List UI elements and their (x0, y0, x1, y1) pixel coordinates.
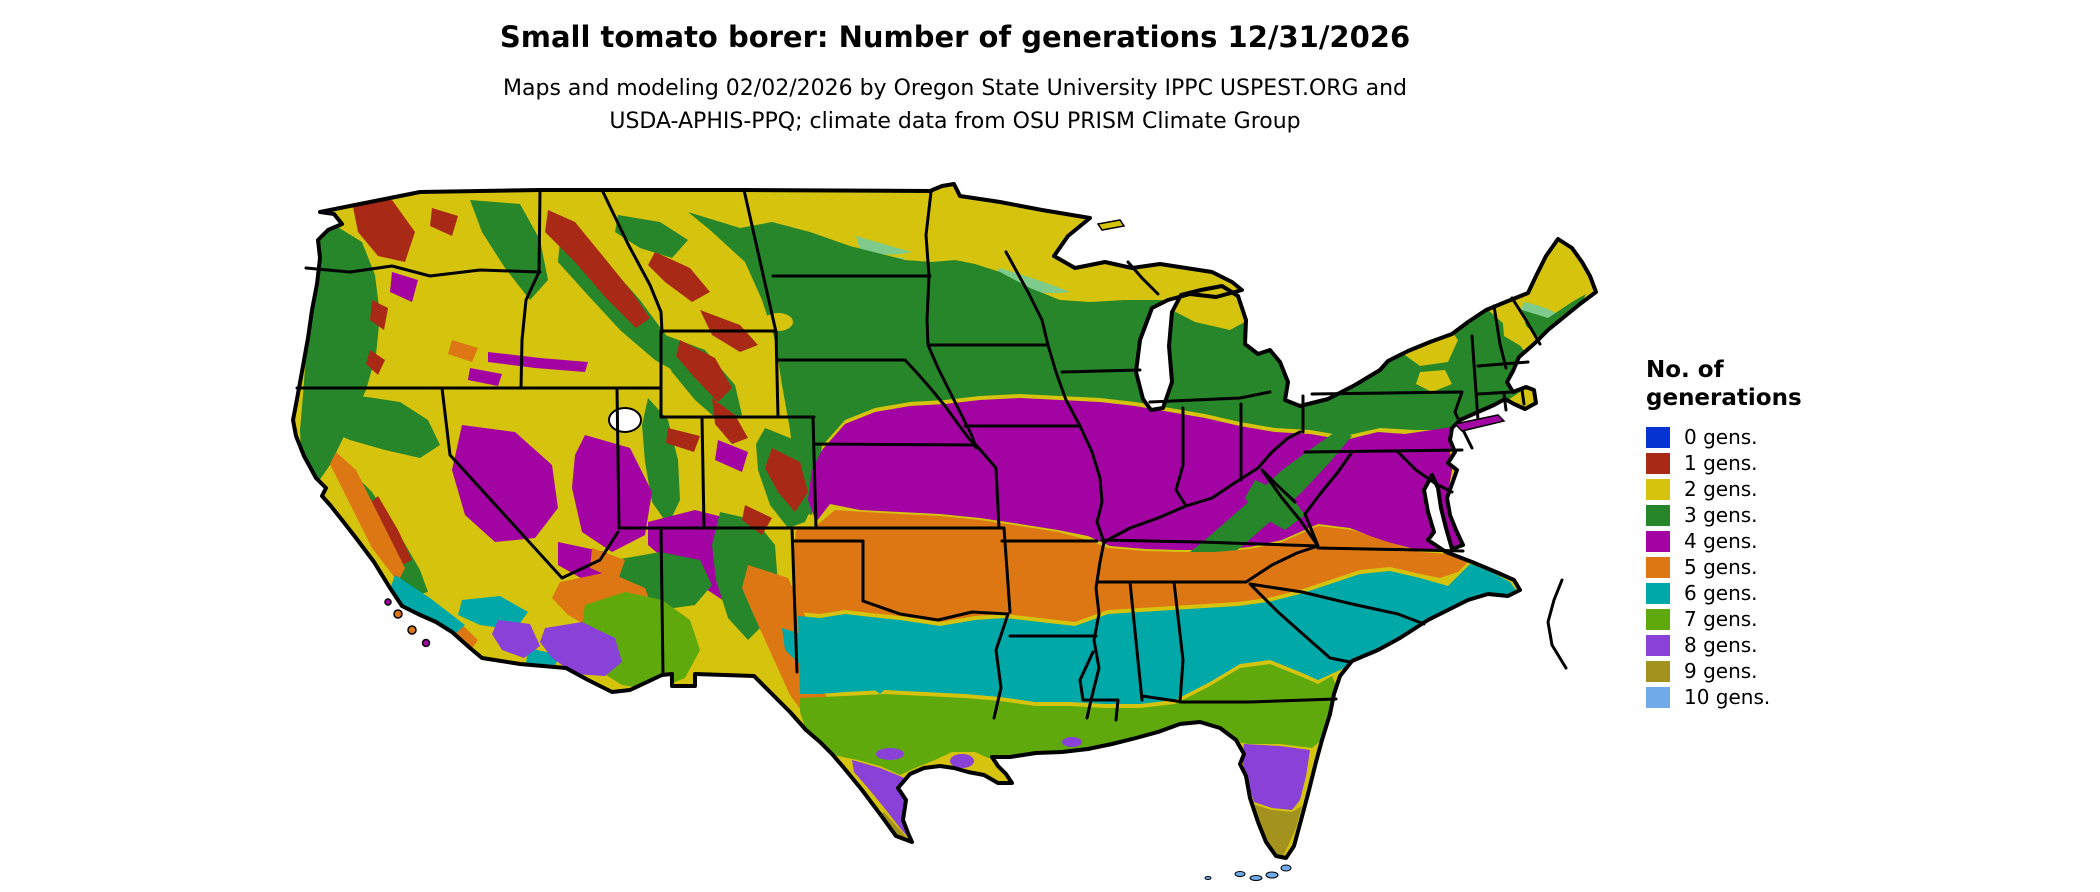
legend-label-7-gens: 7 gens. (1684, 607, 1758, 631)
legend-item-8-gens: 8 gens. (1646, 632, 1802, 658)
subtitle-line-1: Maps and modeling 02/02/2026 by Oregon S… (503, 76, 1407, 101)
legend-swatch-2-gens (1646, 478, 1670, 500)
offshore-islands (384, 219, 1506, 648)
zone-5-gens (793, 510, 1470, 622)
legend-label-5-gens: 5 gens. (1684, 555, 1758, 579)
legend-label-3-gens: 3 gens. (1684, 503, 1758, 527)
zone-9-gens (876, 804, 1302, 858)
legend-rows: 0 gens. 1 gens. 2 gens. 3 gens. 4 gens. 5 gen… (1646, 424, 1802, 710)
legend-label-2-gens: 2 gens. (1684, 477, 1758, 501)
legend-label-8-gens: 8 gens. (1684, 633, 1758, 657)
zone-4-gens (808, 398, 1486, 552)
zone-7-gens (800, 664, 1338, 775)
legend-item-0-gens: 0 gens. (1646, 424, 1802, 450)
channel-island (407, 625, 417, 635)
legend-item-10-gens: 10 gens. (1646, 684, 1802, 710)
zone-3-gens (688, 212, 1536, 515)
legend-label-10-gens: 10 gens. (1684, 685, 1771, 709)
great-salt-lake (608, 407, 642, 433)
legend-swatch-5-gens (1646, 556, 1670, 578)
channel-island (393, 609, 403, 619)
legend-item-5-gens: 5 gens. (1646, 554, 1802, 580)
legend-item-3-gens: 3 gens. (1646, 502, 1802, 528)
west-zone-8-gens (492, 620, 622, 676)
legend-item-4-gens: 4 gens. (1646, 528, 1802, 554)
page-title: Small tomato borer: Number of generation… (499, 20, 1411, 54)
page-subtitle: Maps and modeling 02/02/2026 by Oregon S… (355, 72, 1555, 138)
legend-swatch-7-gens (1646, 608, 1670, 630)
legend-item-9-gens: 9 gens. (1646, 658, 1802, 684)
legend-item-2-gens: 2 gens. (1646, 476, 1802, 502)
generation-zones (293, 184, 1596, 858)
channel-island (384, 598, 392, 606)
subtitle-line-2: USDA-APHIS-PPQ; climate data from OSU PR… (609, 109, 1301, 134)
us-outline (291, 182, 1598, 860)
legend-title: No. of generations (1646, 356, 1802, 412)
legend-swatch-1-gens (1646, 452, 1670, 474)
legend-swatch-10-gens (1646, 686, 1670, 708)
legend-title-line-1: No. of (1646, 357, 1724, 383)
zone-10-gens-florida-keys (1204, 864, 1292, 881)
legend-swatch-9-gens (1646, 660, 1670, 682)
long-island (1453, 414, 1506, 432)
legend-label-6-gens: 6 gens. (1684, 581, 1758, 605)
legend-label-9-gens: 9 gens. (1684, 659, 1758, 683)
channel-island (421, 638, 431, 648)
legend-swatch-6-gens (1646, 582, 1670, 604)
legend-swatch-0-gens (1646, 426, 1670, 448)
legend-item-6-gens: 6 gens. (1646, 580, 1802, 606)
legend-item-1-gens: 1 gens. (1646, 450, 1802, 476)
legend: No. of generations 0 gens. 1 gens. 2 gens.… (1646, 356, 1802, 710)
state-borders (295, 188, 1568, 722)
legend-item-7-gens: 7 gens. (1646, 606, 1802, 632)
legend-label-4-gens: 4 gens. (1684, 529, 1758, 553)
header: Small tomato borer: Number of generation… (355, 0, 1555, 138)
legend-label-1-gens: 1 gens. (1684, 451, 1758, 475)
legend-swatch-3-gens (1646, 504, 1670, 526)
legend-label-0-gens: 0 gens. (1684, 425, 1758, 449)
west-zone-1-gens (352, 200, 808, 566)
legend-swatch-8-gens (1646, 634, 1670, 656)
zone-3-gens-maine-coast (1522, 294, 1586, 338)
legend-title-line-2: generations (1646, 385, 1802, 411)
legend-swatch-4-gens (1646, 530, 1670, 552)
isle-royale (1096, 219, 1126, 231)
